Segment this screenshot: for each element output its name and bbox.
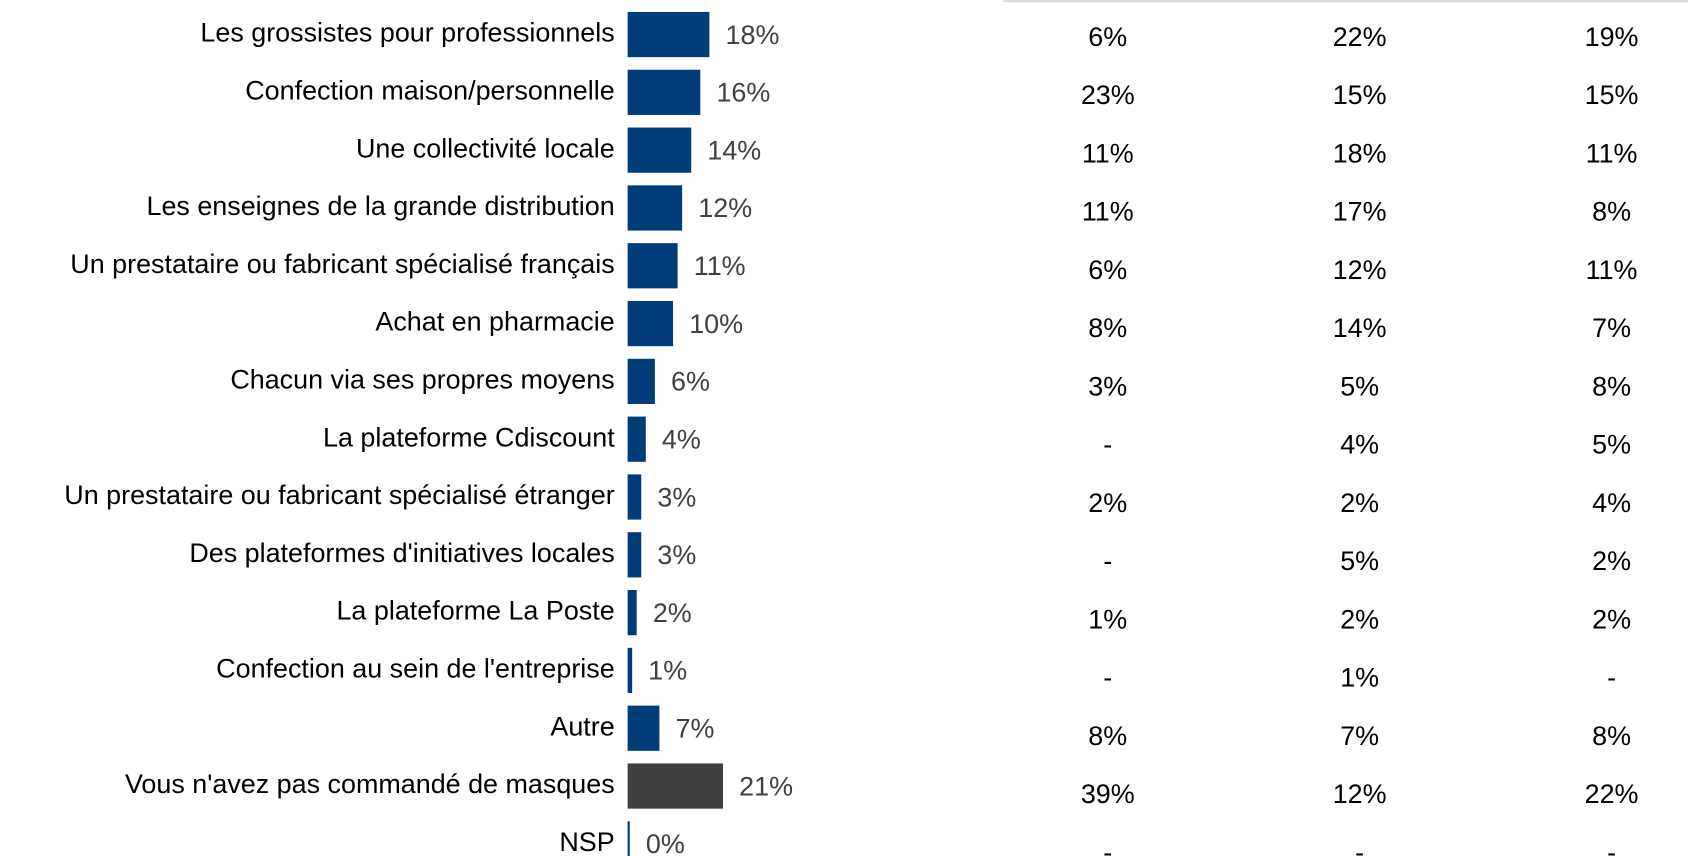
category-label: Les grossistes pour professionnels [200, 18, 614, 48]
value-label: 10% [689, 309, 743, 339]
table-cell: 11% [1586, 255, 1638, 285]
table-cell: 1% [1088, 604, 1127, 634]
table-cell: - [1103, 663, 1112, 693]
category-label: Une collectivité locale [356, 133, 615, 163]
table-cell: 8% [1592, 721, 1631, 751]
table-cell: - [1355, 837, 1364, 856]
category-label: La plateforme Cdiscount [323, 422, 615, 452]
table-cell: 8% [1592, 197, 1631, 227]
table-cell: 5% [1340, 371, 1379, 401]
table-cell: 1% [1340, 663, 1379, 693]
value-label: 6% [671, 367, 710, 397]
value-label: 11% [694, 251, 746, 281]
bar [627, 300, 674, 347]
category-label: Des plateformes d'initiatives locales [189, 538, 614, 568]
table-cell: 8% [1592, 371, 1631, 401]
table-cell: 12% [1333, 779, 1387, 809]
table-cell: 4% [1340, 430, 1379, 460]
table-cell: 11% [1082, 138, 1134, 168]
value-label: 14% [707, 135, 761, 165]
bar [627, 358, 655, 404]
value-label: 12% [698, 193, 752, 223]
table-cell: 8% [1088, 313, 1127, 343]
table-cell: - [1103, 546, 1112, 576]
category-label: Chacun via ses propres moyens [230, 364, 614, 394]
table-cell: 5% [1340, 546, 1379, 576]
bar [627, 416, 646, 462]
table-cell: 17% [1333, 197, 1387, 227]
table-cell: 4% [1592, 488, 1631, 518]
table-cell: - [1103, 430, 1112, 460]
table-cell: 23% [1081, 80, 1135, 110]
bar [627, 474, 642, 520]
table-cell: 8% [1088, 721, 1127, 751]
value-label: 2% [653, 598, 692, 628]
table-cell: 2% [1340, 488, 1379, 518]
category-label: Autre [550, 711, 614, 741]
bar [627, 705, 660, 751]
value-label: 21% [739, 771, 793, 801]
table-cell: 22% [1333, 22, 1387, 52]
value-label: 18% [726, 20, 780, 50]
table-cell: 3% [1088, 371, 1127, 401]
table-cell: 6% [1088, 255, 1127, 285]
value-label: 16% [716, 78, 770, 108]
table-cell: 39% [1081, 779, 1135, 809]
category-label: Confection au sein de l'entreprise [216, 654, 615, 684]
value-label: 3% [657, 540, 696, 570]
category-label: La plateforme La Poste [336, 596, 614, 626]
table-cell: 19% [1585, 22, 1639, 52]
category-label: Un prestataire ou fabricant spécialisé é… [64, 480, 614, 510]
category-label: Achat en pharmacie [375, 307, 614, 337]
category-label: Vous n'avez pas commandé de masques [125, 769, 615, 799]
category-label: NSP [559, 827, 614, 856]
table-cell: 5% [1592, 430, 1631, 460]
value-label: 7% [676, 714, 715, 744]
bar [627, 185, 683, 231]
category-label: Un prestataire ou fabricant spécialisé f… [70, 249, 614, 279]
bar [627, 11, 710, 58]
bar [627, 590, 637, 636]
table-cell: 2% [1592, 604, 1631, 634]
table-cell: 15% [1333, 80, 1387, 110]
table-cell: - [1607, 663, 1616, 693]
bar [627, 69, 701, 115]
bar [627, 127, 692, 173]
table-cell: 2% [1340, 604, 1379, 634]
table-cell: 18% [1333, 138, 1387, 168]
value-label: 0% [646, 829, 685, 856]
bar [627, 243, 678, 289]
table-cell: 12% [1333, 255, 1387, 285]
table-cell: 2% [1088, 488, 1127, 518]
table-cell: 15% [1585, 80, 1639, 110]
value-label: 4% [662, 424, 701, 454]
bar [627, 532, 642, 578]
category-label: Confection maison/personnelle [245, 75, 614, 105]
table-cell: 11% [1586, 138, 1638, 168]
table-cell: - [1103, 837, 1112, 856]
category-label: Les enseignes de la grande distribution [146, 191, 614, 221]
value-label: 1% [648, 656, 687, 686]
value-label: 3% [657, 482, 696, 512]
table-cell: 14% [1333, 313, 1387, 343]
table-cell: 2% [1592, 546, 1631, 576]
table-cell: 22% [1585, 779, 1639, 809]
bar [627, 647, 633, 694]
bar [627, 763, 724, 809]
table-cell: - [1607, 837, 1616, 856]
table-cell: 7% [1340, 721, 1379, 751]
bar [627, 821, 630, 856]
table-cell: 6% [1088, 22, 1127, 52]
table-cell: 7% [1592, 313, 1631, 343]
table-cell: 11% [1082, 197, 1134, 227]
